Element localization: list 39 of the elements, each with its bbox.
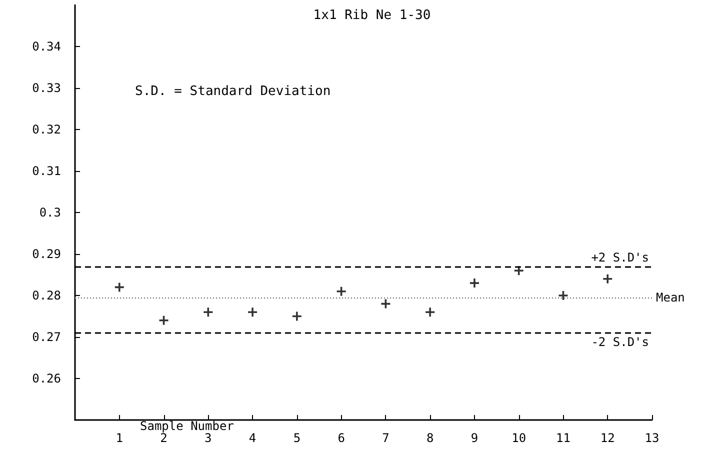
point [336,286,346,296]
point [114,282,124,292]
point [248,308,258,317]
x-tick-label: 9 [470,431,478,445]
y-tick-label: 0.27 [32,330,61,344]
x-tick-label: 10 [512,431,526,445]
x-tick-label: 3 [204,431,212,445]
y-tick-label: 0.32 [32,122,61,136]
x-tick-label: 12 [600,431,615,445]
point [603,274,612,284]
y-tick-label: 0.34 [32,40,61,54]
x-tick-label: 5 [293,431,301,445]
x-tick-label: 13 [644,431,660,445]
ref-line-label: Mean [656,290,685,305]
x-tick-label: 2 [160,431,168,445]
x-axis-title: Sample Number [140,419,234,433]
point [426,308,435,317]
point [204,308,213,317]
ref-line-label: +2 S.D's [591,250,649,264]
y-tick-label: 0.26 [32,372,61,386]
chart-title: 1x1 Rib Ne 1-30 [313,8,431,23]
x-tick-label: 8 [426,431,434,445]
y-tick-label: 0.33 [32,81,61,95]
y-tick-label: 0.29 [32,247,61,261]
x-tick-label: 4 [248,431,256,445]
y-tick-label: 0.31 [32,164,61,178]
x-tick-label: 11 [556,431,570,445]
x-tick-label: 6 [338,431,345,445]
ref-line-label: -2 S.D's [591,334,649,349]
y-tick-label: 0.3 [39,206,61,220]
x-tick-label: 1 [116,431,123,445]
x-tick-label: 7 [382,431,390,445]
point [292,312,302,321]
point [159,316,168,325]
point [558,291,568,300]
point [470,278,479,288]
annotation: S.D. = Standard Deviation [135,84,331,99]
y-tick-label: 0.28 [32,288,61,302]
point [514,266,524,276]
